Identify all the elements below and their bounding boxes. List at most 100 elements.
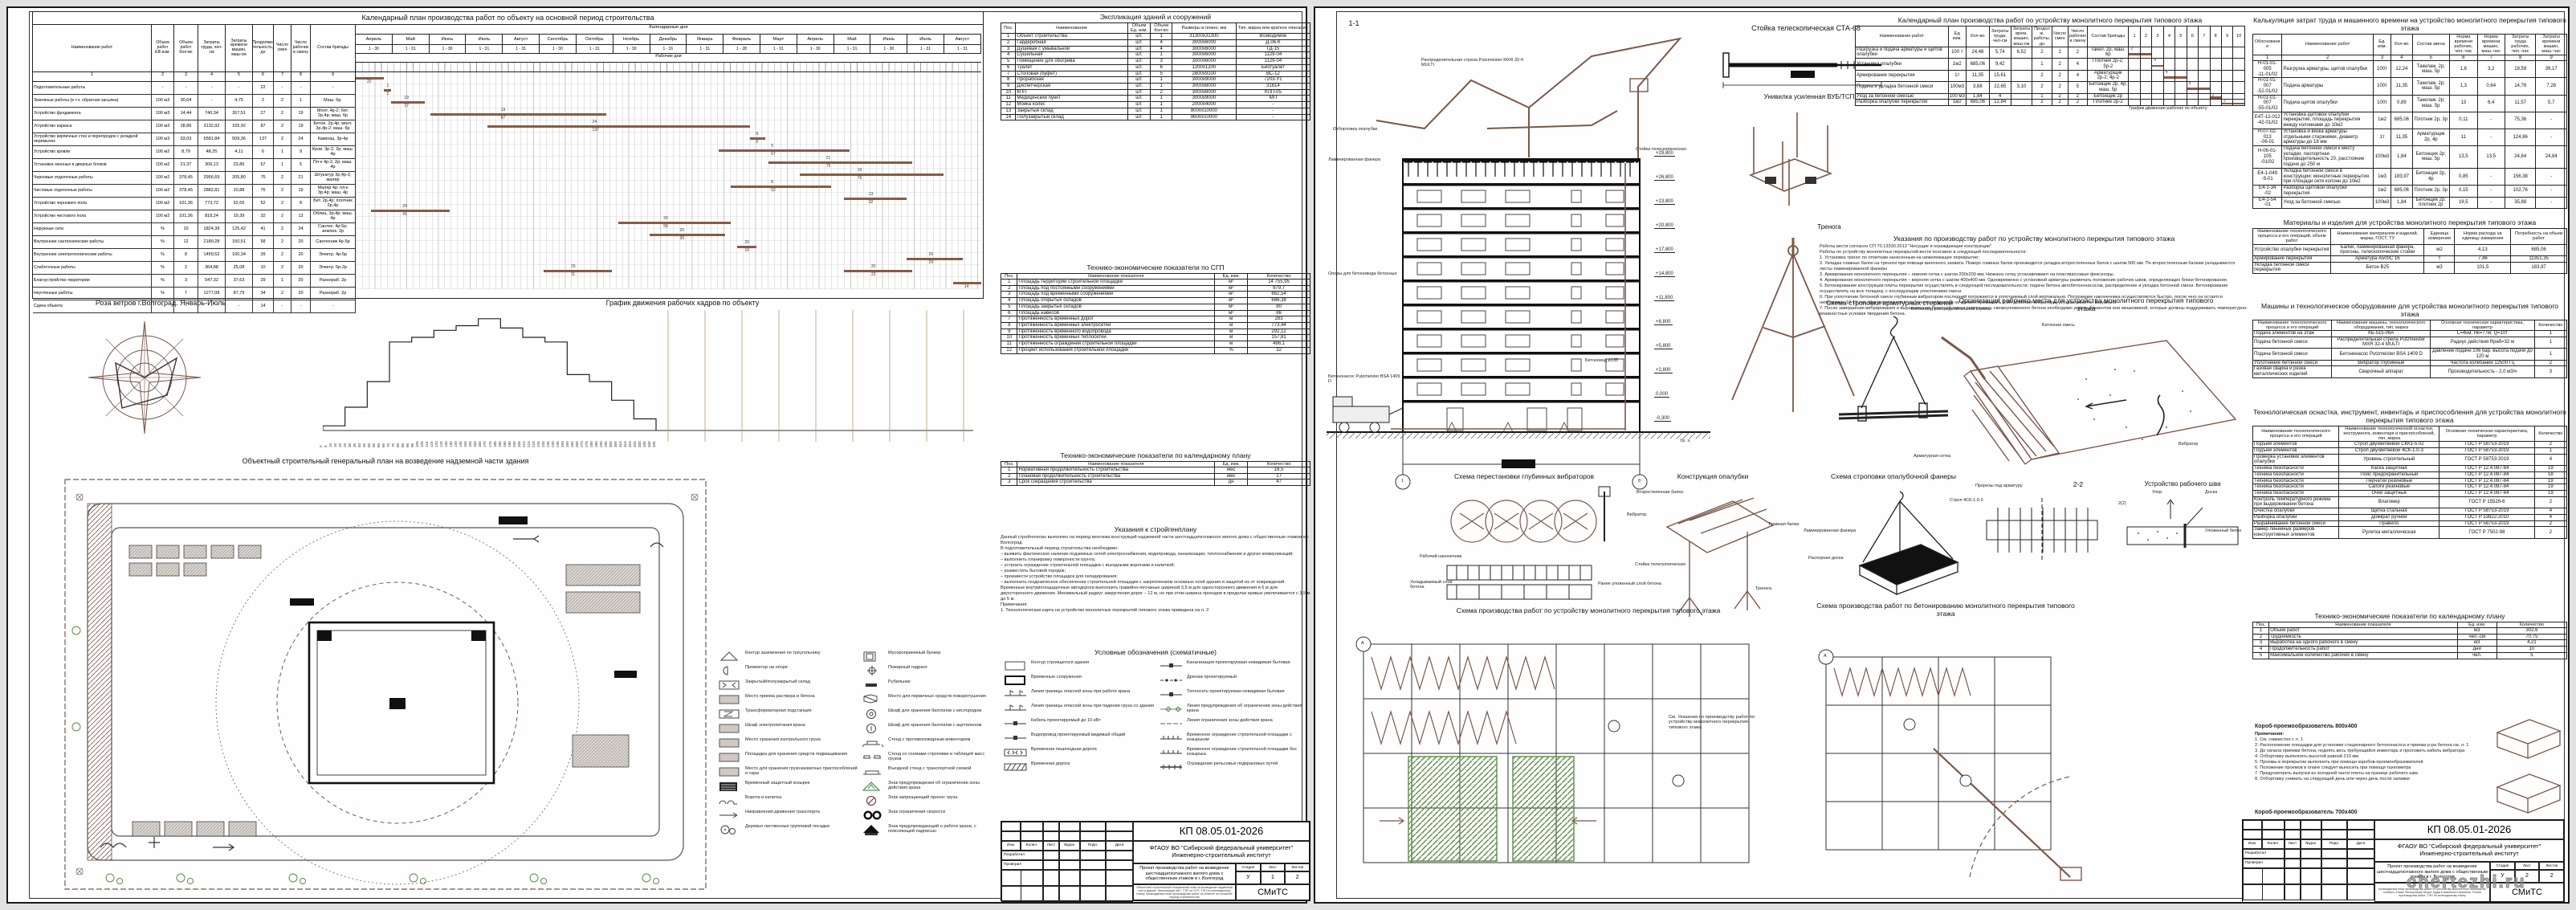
axis-tick: 295 <box>603 441 608 447</box>
tb-project-name: Проект производства работ на возведение … <box>2374 862 2490 883</box>
legend-item: Знак ограничения скорости <box>861 810 999 821</box>
tb-grid-cell <box>1059 831 1080 841</box>
gbox-icon <box>718 694 742 705</box>
wind-rose-drawing <box>80 313 209 442</box>
rebar-slots-label: Прорезы под арматуру <box>1975 484 2023 488</box>
calendar-work-row: Земляные работы (в т.ч. обратная засыпка… <box>33 95 356 108</box>
legend-item: Знак запрещающий пронос груза <box>861 795 999 806</box>
main-beam-label: Главная балка <box>1769 522 1800 527</box>
tb-grid-cell <box>2262 820 2285 830</box>
calendar-col-header: Продолжи-тельность, дн <box>252 25 274 71</box>
thin-icon <box>1160 718 1184 729</box>
table-row: Армирование перекрытия Арматура А500С 16 т… <box>2252 255 2567 263</box>
workplace-title: Организация рабочего места для устройств… <box>1958 296 2214 312</box>
legend-item-label: Шкаф для хранения баллонов с ацетиленом <box>888 723 982 728</box>
table-row: Подача бетонной смеси Распределительная с… <box>2252 336 2568 349</box>
zbox-icon <box>718 708 742 720</box>
axis-tick: 110 <box>425 441 430 447</box>
month-cell: Январь <box>687 35 724 44</box>
sCr-icon <box>861 824 885 835</box>
gbox-icon <box>718 752 742 763</box>
gantt-bar <box>2164 76 2175 79</box>
elevation-mark: -0,300 <box>1654 416 1672 422</box>
elevation-mark: +17,800 <box>1654 247 1675 253</box>
ldd-icon <box>1160 675 1184 686</box>
legend-item-label: Ворота и калитка <box>745 795 782 800</box>
tb-grid-cell <box>2347 830 2374 839</box>
tb-grid-cell <box>1080 822 1106 831</box>
hydr-icon <box>861 665 885 676</box>
materials-table: Материалы и изделия для устройства монол… <box>2252 218 2567 275</box>
calendar-work-row: Чистовые отделочные работы 100 м2 378,45 28… <box>33 185 356 198</box>
table-row: Проверка установки элементов опалубки Уро… <box>2252 453 2568 467</box>
worker-movement-chart: 0 5 10 15 20 25 30 35 40 45 50 55 60 65 70 75 80 85 90 95 10… <box>319 310 981 453</box>
axis-tick: 135 <box>449 441 454 447</box>
month-cell: Июль <box>466 35 503 44</box>
axis-tick: 335 <box>642 441 646 447</box>
site-plan-drawing <box>52 470 719 900</box>
calendar-col-header: Объем работ ЕВ изм. <box>152 25 174 71</box>
gantt-bar: 8 52 <box>731 180 832 193</box>
legend-item-label: Временная пешеходная дорога <box>1031 747 1097 752</box>
tb-grid-cell <box>2321 868 2347 884</box>
st3-icon <box>861 766 885 777</box>
univilka-title: Унивилка усиленная ВУБ/ТСП <box>1763 93 1855 100</box>
legend-item-label: Временное ограждение строительной площад… <box>1187 732 1292 743</box>
text-line: – устроить ограждение строительной площа… <box>1001 562 1176 568</box>
legend-item: Ворота и калитка <box>718 795 859 806</box>
working-joint-title: Устройство рабочего шва <box>2144 480 2221 488</box>
axis-tick: 120 <box>434 441 439 447</box>
table-row: 5 Помещение для обогрева шт. 3 3000х6000 1129… <box>1000 58 1311 65</box>
legend-item: Линия ограничения зоны действия крана <box>1160 718 1310 729</box>
table-row: Контроль температурного режима при выдер… <box>2252 496 2568 509</box>
tb-grid-cell <box>1059 851 1080 860</box>
calendar-work-row: Сдача объекта - - - -14- - - <box>33 300 356 313</box>
table-header-row: Обоснование Наименование работ Ед. изм. Кол… <box>2252 33 2567 55</box>
gantt-bar: 13 32 <box>843 192 907 205</box>
tb-grid-cell <box>2347 884 2374 900</box>
legend-item-label: Знак предупреждающий о работе крана, с п… <box>888 824 976 835</box>
table-header-row: Поз. Наименование Объем Ед. изм. Объем Кол-… <box>1000 22 1311 35</box>
month-cell: Май <box>834 35 871 44</box>
calendar-plan-floor: Календарный план производства работ по у… <box>1855 16 2245 111</box>
pump-label: Бетононасос Putzmeister BSA 1409 D <box>1328 374 1400 385</box>
tb-grid-cell <box>2262 830 2285 839</box>
tb-role: Разработал <box>1001 851 1043 860</box>
gbox-icon <box>718 737 742 749</box>
tb-grid-cell <box>1106 860 1133 870</box>
table-row: 1 Площадь территории строительной площадк… <box>1000 279 1310 286</box>
table-row: Н-06-01-105 -01/02 Подача бетонной смеси … <box>2252 145 2567 169</box>
table-row: 6 Туалет шт. 6 1200х1200 Биотуалет <box>1000 63 1311 71</box>
tb-grid-cell <box>1106 831 1133 841</box>
axis-tick: 80 <box>396 443 401 447</box>
legend-item: Место для первичных средств пожаротушени… <box>861 694 999 705</box>
gantt-bar: 5 67 <box>718 144 850 157</box>
tb-department: СМиТС <box>1236 884 1310 900</box>
legend-item: Стенд со схемами строповки и таблицей ма… <box>861 752 999 763</box>
gantt-bar: 20 58 <box>618 216 732 229</box>
table-row: 1 Объем работ м3 302,6 <box>2252 627 2568 635</box>
table-row: Е4-1-049 -5-01 Укладка бетонной смеси в к… <box>2252 167 2567 186</box>
table-row: Установка опалубки 1м2 685,06 9,42 1 2 4 Плотни… <box>1855 58 2245 71</box>
table-row: Н-01-01-005 -11-01/02 Разгрузка арматуры,… <box>2252 60 2567 79</box>
boom-label: Распределительная стрела Putzmeister MXR… <box>1421 58 1523 68</box>
legend-item-label: Контур строящегося здания <box>1031 660 1090 665</box>
table-row: 9 Протяженность временного водопровода м 29… <box>1000 328 1310 336</box>
legend-item-label: Мусороприемный бункер <box>888 651 941 655</box>
legend-col-lines2: Канализация проектируемая невидимая быто… <box>1160 660 1310 776</box>
kalkulacia-title: Калькуляция затрат труда и машинного вре… <box>2253 16 2566 32</box>
axis-tick: 280 <box>589 441 593 447</box>
legend-item-label: Въездной стенд с транспортной схемой <box>888 766 972 771</box>
sNo-icon <box>861 795 885 806</box>
axis-tick: 215 <box>526 441 531 447</box>
legend-item-label: Линия границы опасной зоны при работе кр… <box>1031 689 1131 694</box>
tb-grid-cell <box>1001 831 1021 841</box>
legend-item-label: Временное ограждение строительной площад… <box>1187 747 1297 757</box>
axis-tick: 245 <box>555 441 560 447</box>
text-line: Временные внутриплощадочные автодороги в… <box>1001 585 1310 602</box>
table-row: 7 Протяженность временных дорог м 283 <box>1000 316 1310 324</box>
table-row: 13 Закрытый склад шт. 1 8000х10000- <box>1000 107 1311 115</box>
korob-800-label: Короб-проемообразователь 800х400 <box>2255 724 2358 729</box>
arr-icon <box>718 810 742 821</box>
